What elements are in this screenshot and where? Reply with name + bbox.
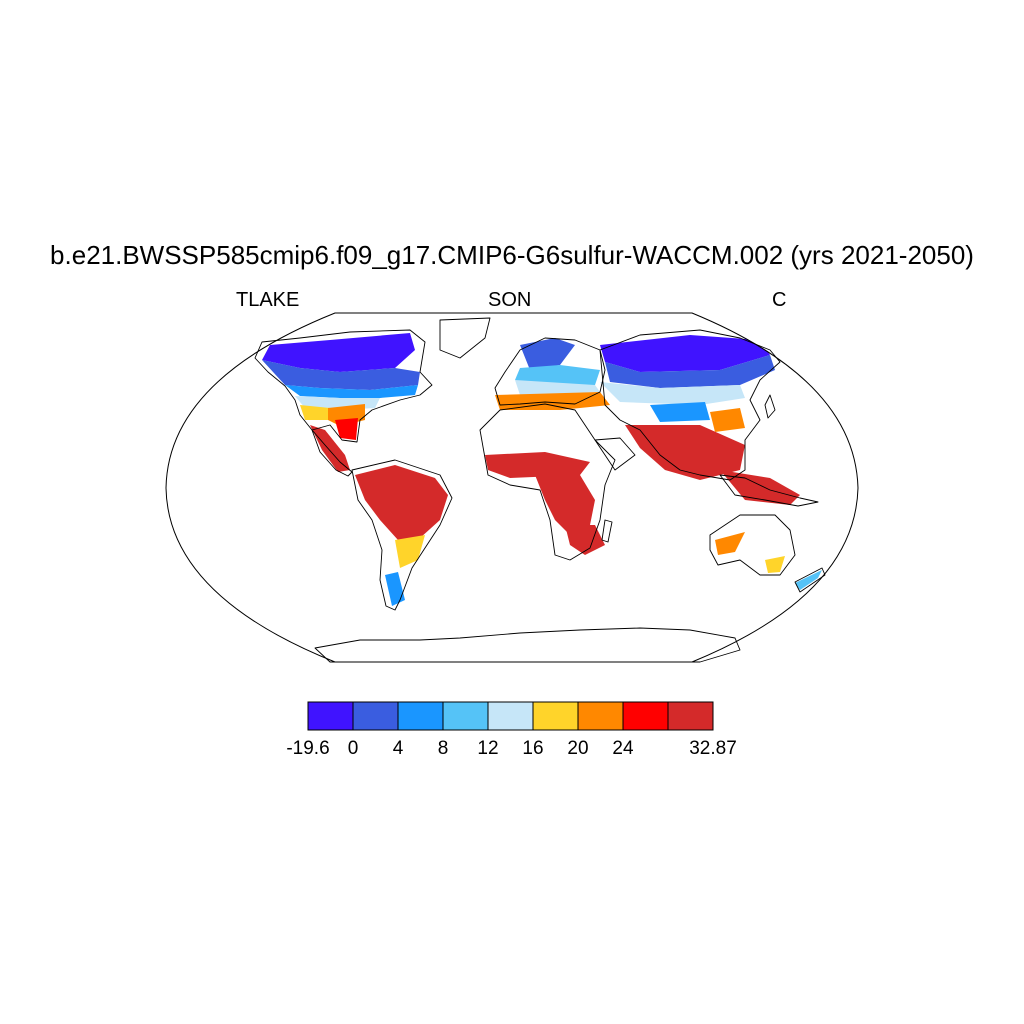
central-africa [535,475,595,540]
colorbar-box-4 [487,701,534,731]
scandinavia [520,338,575,370]
australia-se [765,556,785,573]
coast-arabia [594,437,636,471]
central-america [310,425,350,472]
na-warm [300,405,330,420]
colorbar-label: 16 [522,738,544,759]
asia-boreal [605,355,775,388]
australia [715,532,745,555]
coast-europe [494,337,606,406]
coast-australia [709,514,796,576]
colorbar-label: 12 [477,738,499,759]
coast-africa [479,403,616,561]
sahel [485,452,590,478]
colorbar-label: 32.87 [689,738,737,759]
east-asia [710,408,745,432]
colorbar-box-0 [307,701,354,731]
colorbar-label: 4 [392,738,404,759]
coastlines [254,317,826,663]
colorbar-label: 0 [347,738,359,759]
mediterranean [495,392,610,410]
coast-japan [764,394,776,419]
colorbar-box-1 [352,701,399,731]
coast-indonesia [719,474,819,507]
na-south [335,418,358,440]
colorbar [307,701,714,731]
coast-asia [599,329,781,481]
europe-south [515,380,600,395]
na-arctic [262,333,415,372]
lake-temperature-field [262,333,822,606]
colorbar-box-6 [577,701,624,731]
sa-subtropics [395,535,425,568]
sa-south [385,572,405,606]
colorbar-box-7 [622,701,669,731]
coast-north-america [254,329,433,443]
variable-label: TLAKE [236,289,300,311]
coast-madagascar [601,519,613,543]
colorbar-label: -19.6 [286,738,330,759]
colorbar-label: 24 [612,738,634,759]
units-label: C [772,289,787,311]
coast-greenland [439,317,491,359]
coast-new-zealand [794,567,826,593]
coast-antarctica [314,627,741,663]
colorbar-label: 20 [567,738,589,759]
na-cool [285,385,418,398]
coast-south-america [351,459,453,611]
colorbar-box-2 [397,701,444,731]
colorbar-box-5 [532,701,579,731]
globe-outline [165,312,859,663]
na-boreal [262,360,420,390]
maritime-se-asia [720,470,800,505]
colorbar-box-8 [667,701,714,731]
colorbar-box-3 [442,701,489,731]
new-zealand [795,570,822,590]
season-label: SON [488,289,532,311]
amazon [355,465,448,540]
southern-africa [565,525,605,555]
south-asia [625,425,745,480]
plot-title: b.e21.BWSSP585cmip6.f09_g17.CMIP6-G6sulf… [50,240,974,270]
colorbar-label: 8 [437,738,449,759]
siberia [600,335,770,372]
central-asia [650,402,710,422]
asia-cool [600,382,745,405]
coast-central-america [311,429,353,477]
